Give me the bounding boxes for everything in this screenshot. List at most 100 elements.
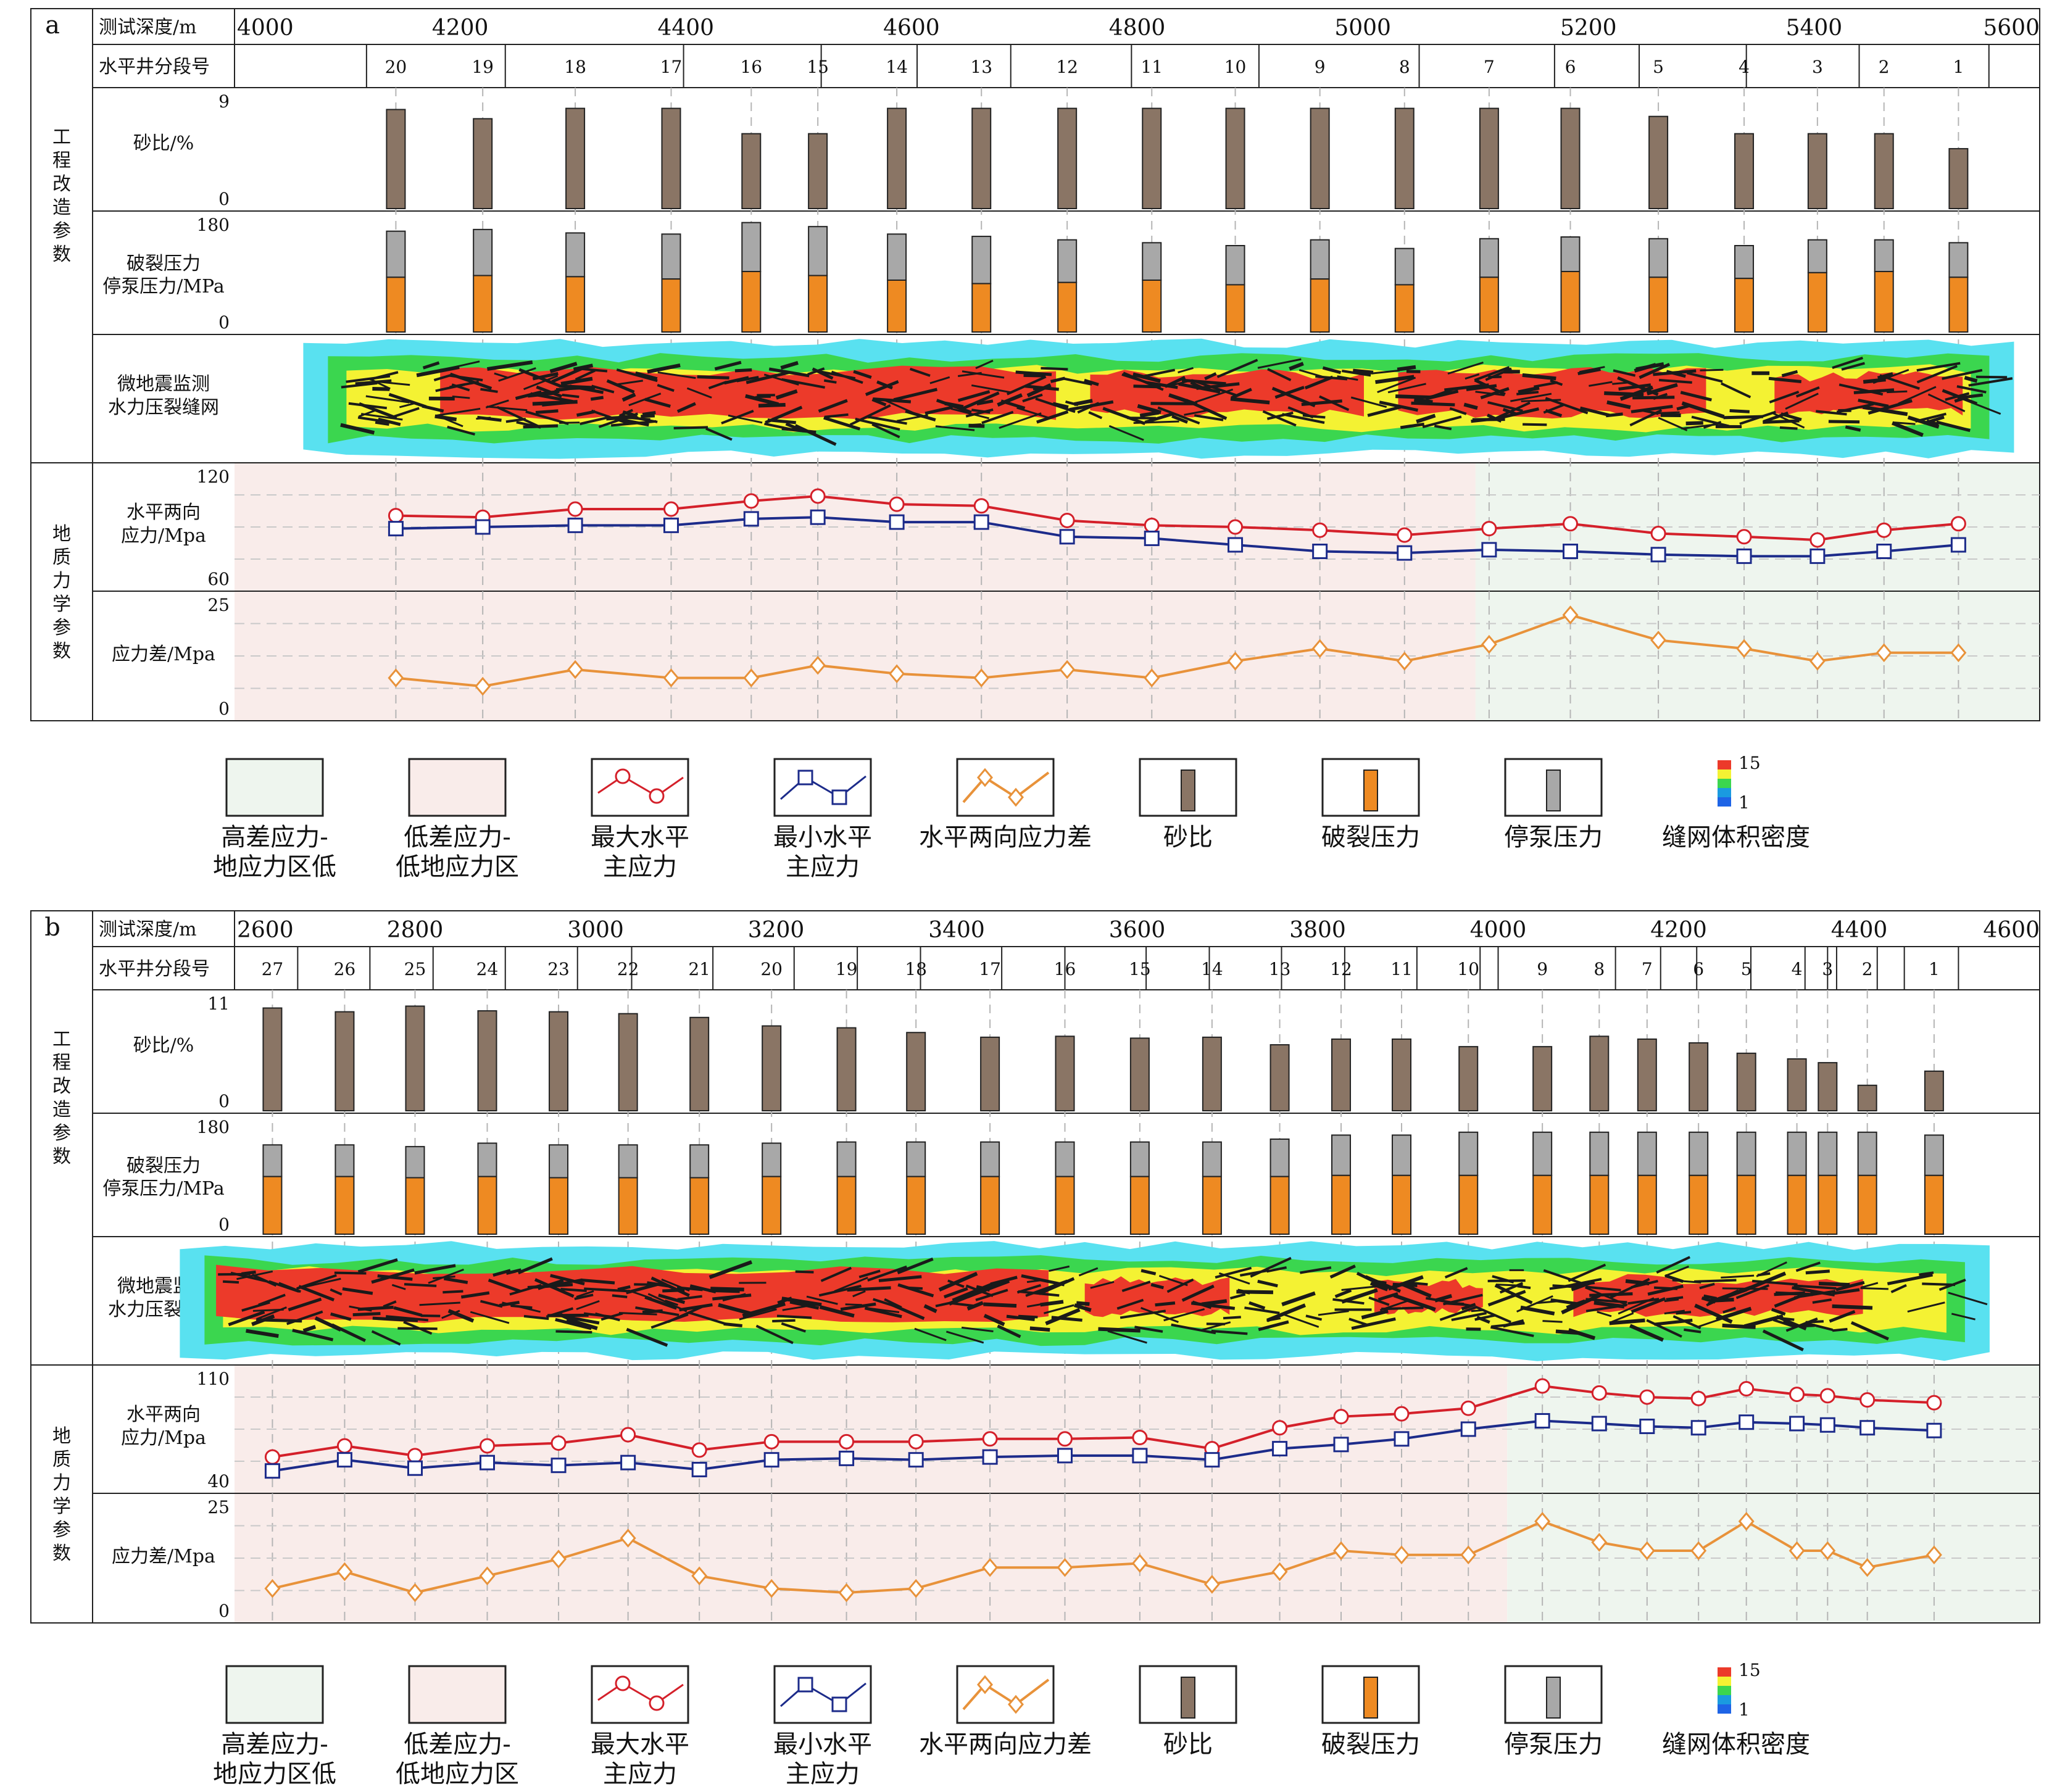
fracture-segment [1262,410,1297,427]
fracture-segment [1036,410,1069,424]
density-zone-peak [1774,371,1963,416]
fracture-segment [341,381,378,389]
shutin-pressure-bar [1532,1131,1553,1176]
fracture-segment [897,1257,934,1275]
breakdown-pressure-bar [1392,1174,1412,1235]
breakdown-pressure-bar [906,1176,926,1235]
density-scale-step [1718,788,1731,797]
stage-number-label: 13 [1269,959,1291,979]
sand-ratio-bar [1589,1035,1610,1112]
legend-a: 高差应力-地应力区低低差应力-低地应力区最大水平主应力最小水平主应力水平两向应力… [213,753,1810,881]
breakdown-pressure-bar [887,280,907,333]
min-stress-point [1809,548,1826,564]
fracture-segment [1768,376,1801,384]
fracture-segment [492,1269,511,1277]
fracture-segment [971,384,1012,394]
fracture-segment [296,1274,337,1290]
fracture-segment [529,389,560,397]
fracture-segment [708,380,727,390]
fracture-segment [1141,1307,1179,1323]
fracture-segment [1334,1288,1352,1298]
fracture-segment [983,1302,1017,1308]
max-stress-point [1736,529,1752,545]
fracture-segment [782,1303,818,1311]
fracture-segment [470,1311,510,1324]
max-stress-point [1591,1385,1607,1401]
fracture-segment [1474,366,1510,382]
fracture-segment [1250,1256,1292,1278]
fracture-segment [1691,415,1730,428]
fracture-segment [535,409,559,415]
fracture-segment [1751,1279,1798,1286]
min-stress-point [1144,530,1160,546]
fracture-segment [962,370,1005,379]
fracture-segment [1651,411,1680,415]
min-stress-point [1859,1420,1876,1436]
max-horizontal-stress-line [396,494,1959,542]
fracture-segment [1606,400,1631,409]
sand-ratio-bar [1479,107,1499,209]
breakdown-pressure-bar [689,1177,710,1235]
fracture-segment [1774,1295,1800,1308]
sand-ratio-bar [1142,107,1162,209]
stress-difference-point [1059,660,1076,679]
fracture-segment [818,1284,862,1297]
density-scale-step [1718,797,1731,807]
breakdown-pressure-bar [1857,1174,1877,1235]
panel-letter: a [45,11,60,39]
sand-row-label: 砂比/% [133,133,194,154]
fracture-segment [549,362,578,373]
fracture-segment [1120,1309,1166,1319]
sand-ratio-bar [1857,1084,1877,1112]
fracture-segment [555,1317,592,1330]
fracture-segment [745,394,779,407]
legend-item-low: 低差应力-低地应力区 [396,758,519,881]
side-label-engineering-char: 参 [52,1122,71,1144]
stress-diff-row-label: 应力差/Mpa [112,644,215,665]
fracture-segment [1171,1323,1216,1335]
fracture-segment [1244,1306,1280,1314]
fracture-segment [944,1287,968,1299]
side-label-geology-char: 学 [52,594,71,615]
legend-label: 最大水平 [591,1730,689,1759]
fracture-segment [865,380,899,396]
stage-number-label: 6 [1693,959,1704,979]
side-label-geology-char: 质 [52,547,71,568]
sand-ratio-bar [808,133,828,210]
fracture-segment [677,1295,702,1301]
fracture-segment [868,415,907,425]
fracture-segment [1216,359,1258,378]
legend-label: 砂比 [1163,1730,1213,1759]
fracture-segment [1907,415,1940,429]
max-stress-point [1809,532,1826,548]
max-stress-point [1563,516,1578,532]
diff-axis-min-tick: 0 [218,699,230,719]
fracture-segment [1387,383,1426,394]
side-label-geology-char: 数 [52,1543,71,1564]
sand-ratio-bar [405,1005,425,1112]
fracture-segment [1543,404,1564,414]
fracture-segment [538,1279,564,1290]
depth-row-label: 测试深度/m [99,17,197,38]
fracture-segment [1659,378,1692,384]
fracture-segment [518,368,560,388]
fracture-segment [1916,365,1958,384]
fracture-segment [1887,390,1908,394]
fracture-segment [1703,1294,1717,1300]
stage-row-label: 水平井分段号 [99,958,210,980]
legend-label: 主应力 [603,853,677,881]
fracture-segment [1178,367,1194,374]
fracture-segment [488,1279,521,1293]
stress-difference-point [1876,643,1892,663]
stress-difference-point [1131,1554,1148,1573]
fracture-segment [1018,1290,1060,1297]
density-scale-step [1718,779,1731,788]
stage-number-label: 27 [262,959,284,979]
legend-item-sand: 砂比 [1139,758,1237,852]
sand-ratio-bar [741,133,762,210]
stress-difference-point [1591,1533,1608,1552]
fracture-segment [1850,1321,1889,1341]
fracture-segment [1699,1282,1715,1290]
fracture-segment [938,1271,978,1292]
fracture-segment [1686,371,1723,383]
